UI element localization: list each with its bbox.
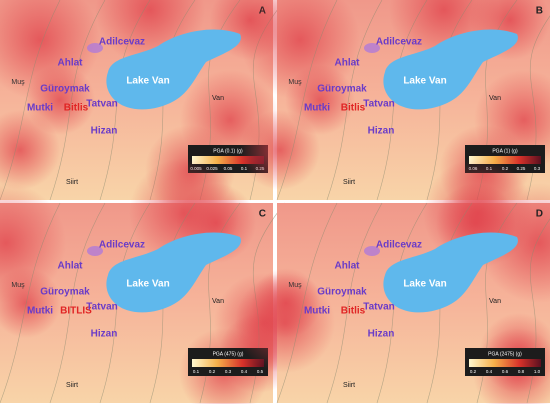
legend-title: PGA (475) (g) — [213, 351, 244, 357]
road — [276, 202, 338, 404]
place-label: Hizan — [91, 329, 118, 340]
place-label: Lake Van — [403, 279, 446, 290]
place-label: Güroymak — [317, 287, 367, 298]
place-label: Lake Van — [403, 76, 446, 87]
panel-letter: B — [536, 6, 543, 17]
legend-tick-label: 0.5 — [257, 369, 264, 374]
legend-tick-label: 0.3 — [225, 369, 232, 374]
place-label: Ahlat — [335, 261, 361, 272]
place-label: Siirt — [66, 382, 78, 389]
place-label: Ahlat — [335, 58, 361, 69]
place-label: Ahlat — [58, 58, 84, 69]
place-label: Tatvan — [86, 302, 118, 313]
legend-tick-label: 0.1 — [193, 369, 200, 374]
small-lake — [364, 43, 380, 53]
place-label: Muş — [288, 79, 302, 86]
lake — [106, 29, 241, 110]
lake — [106, 232, 241, 313]
place-label: Mutki — [27, 306, 53, 317]
legend: PGA (2475) (g) 0.2 0.4 0.6 0.8 1.0 — [465, 348, 545, 376]
place-label: Güroymak — [317, 84, 367, 95]
road — [49, 202, 106, 404]
place-label: Güroymak — [40, 84, 90, 95]
place-label: Van — [212, 298, 224, 305]
hazard-zone — [0, 268, 61, 338]
legend-scale — [192, 359, 264, 367]
small-lake — [87, 43, 103, 53]
place-label: Siirt — [343, 179, 355, 186]
place-label: Lake Van — [126, 279, 169, 290]
road — [0, 0, 61, 201]
road — [49, 0, 106, 201]
legend-tick-label: 0.6 — [502, 369, 509, 374]
legend-tick-label: 0.2 — [470, 369, 477, 374]
map-panel: Muş Ahlat Adilcevaz Lake Van Güroymak Mutki Bi… — [235, 158, 550, 404]
legend-title: PGA (0.1) (g) — [213, 148, 243, 154]
place-label: Siirt — [343, 382, 355, 389]
place-label: Adilcevaz — [99, 37, 145, 48]
road — [326, 0, 383, 201]
place-label: Bitlis — [341, 306, 366, 317]
place-label: Bitlis — [341, 103, 366, 114]
place-label: Tatvan — [363, 99, 395, 110]
hazard-zone — [240, 110, 320, 190]
place-label: Muş — [288, 282, 302, 289]
legend-tick-label: 0.4 — [241, 369, 248, 374]
legend-title: PGA (1) (g) — [492, 148, 518, 154]
legend-tick-label: 0.25 — [517, 166, 526, 171]
place-label: Ahlat — [58, 261, 84, 272]
legend-tick-label: 0.2 — [209, 369, 216, 374]
place-label: Van — [212, 95, 224, 102]
legend-tick-label: 0.8 — [518, 369, 525, 374]
legend-tick-label: 1.0 — [534, 369, 541, 374]
place-label: Mutki — [304, 103, 330, 114]
place-label: Hizan — [368, 126, 395, 137]
place-label: BITLIS — [60, 306, 92, 317]
lake — [383, 29, 518, 110]
place-label: Muş — [11, 79, 25, 86]
place-label: Van — [489, 95, 501, 102]
legend-tick-label: 0.05 — [224, 166, 233, 171]
legend-title: PGA (2475) (g) — [488, 351, 522, 357]
place-label: Hizan — [368, 329, 395, 340]
place-label: Hizan — [91, 126, 118, 137]
place-label: Bitlis — [64, 103, 89, 114]
legend-scale — [192, 156, 264, 164]
place-label: Adilcevaz — [376, 37, 422, 48]
legend-scale — [469, 156, 541, 164]
map-panel: Muş Ahlat Adilcevaz Lake Van Güroymak Mutki Bi… — [240, 0, 550, 215]
place-label: Van — [489, 298, 501, 305]
lake — [383, 232, 518, 313]
place-label: Muş — [11, 282, 25, 289]
place-label: Tatvan — [86, 99, 118, 110]
place-label: Mutki — [304, 306, 330, 317]
place-label: Güroymak — [40, 287, 90, 298]
legend-scale — [469, 359, 541, 367]
road — [276, 0, 338, 201]
place-label: Lake Van — [126, 76, 169, 87]
place-label: Adilcevaz — [376, 240, 422, 251]
road — [326, 202, 383, 404]
place-label: Siirt — [66, 179, 78, 186]
place-label: Mutki — [27, 103, 53, 114]
small-lake — [364, 246, 380, 256]
hazard-zone — [251, 268, 321, 338]
panel-letter: C — [259, 209, 266, 220]
hazard-zone — [285, 65, 355, 135]
legend-tick-label: 0.1 — [241, 166, 248, 171]
legend-tick-label: 0.4 — [486, 369, 493, 374]
hazard-zone — [25, 65, 95, 135]
road — [0, 202, 61, 404]
small-lake — [87, 246, 103, 256]
place-label: Tatvan — [363, 302, 395, 313]
panel-letter: D — [536, 209, 543, 220]
place-label: Adilcevaz — [99, 240, 145, 251]
legend-tick-label: 0.3 — [534, 166, 541, 171]
